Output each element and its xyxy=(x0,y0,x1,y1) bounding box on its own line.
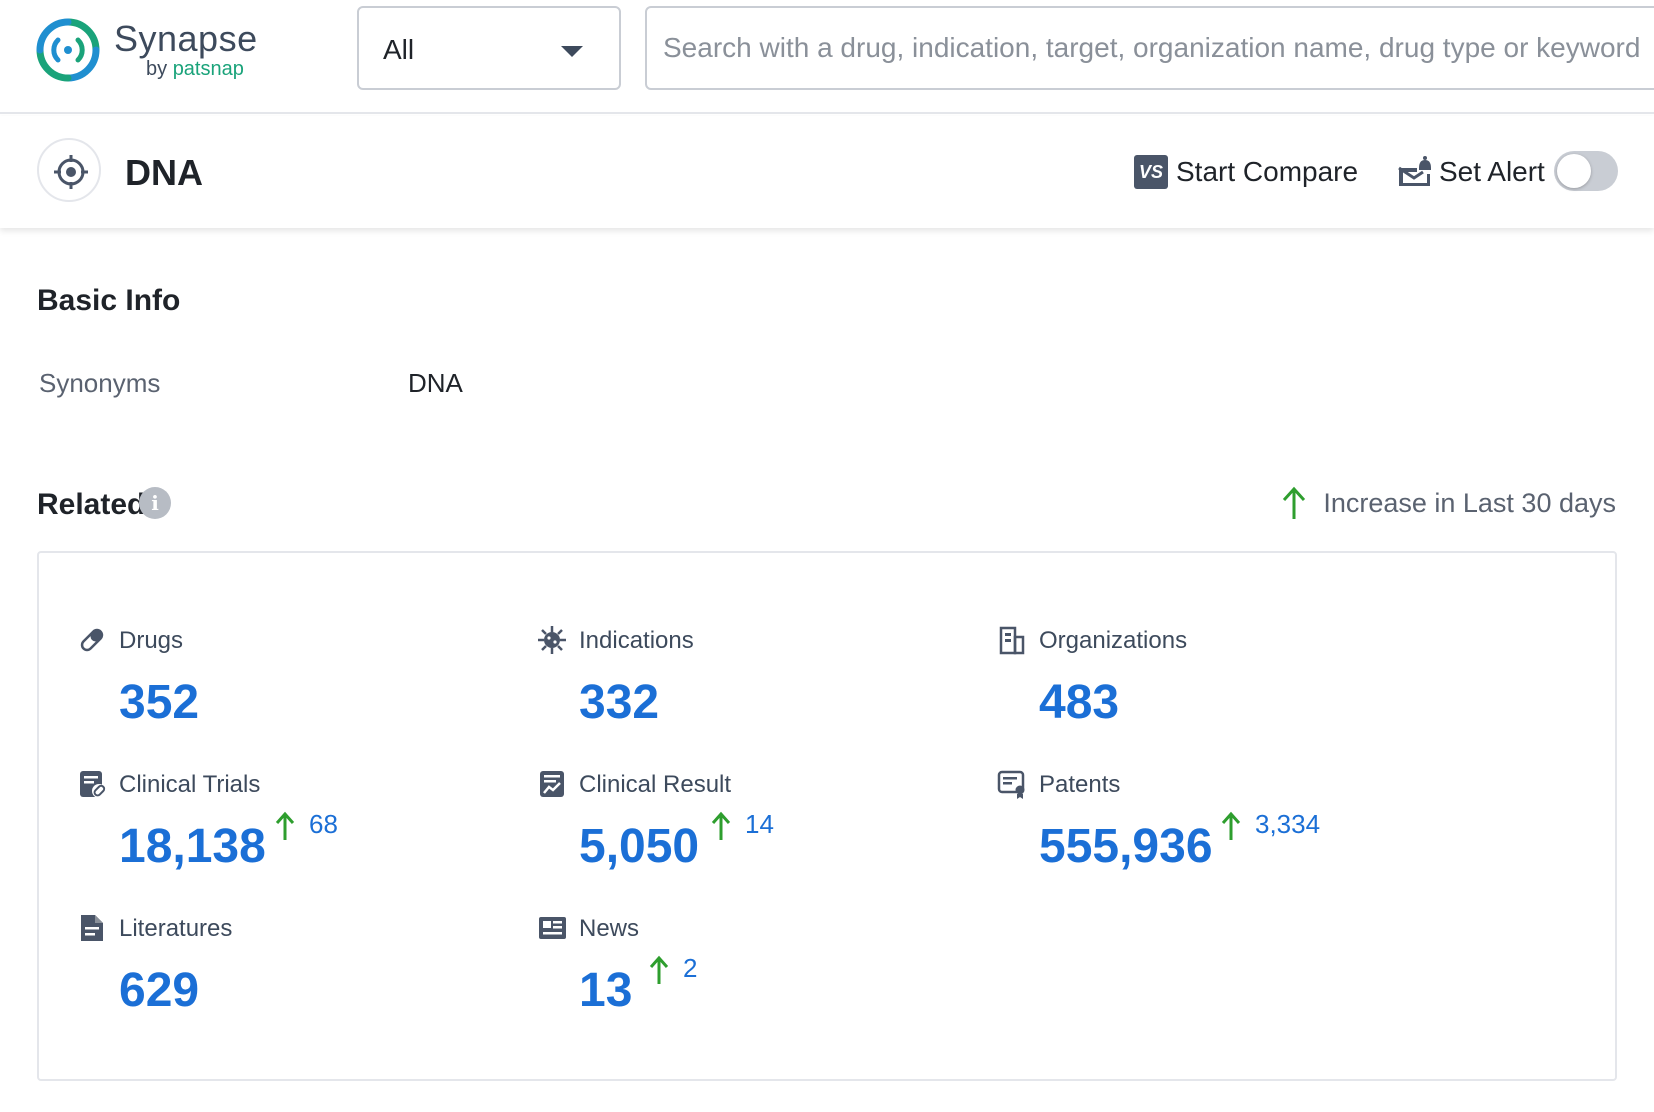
stat-value: 629 xyxy=(119,963,199,1018)
page-title: DNA xyxy=(125,152,203,194)
stat-increase: 2 xyxy=(649,953,697,985)
stat-value: 332 xyxy=(579,675,659,730)
stat-label: Drugs xyxy=(119,627,183,655)
stat-label: Clinical Result xyxy=(579,771,731,799)
patent-icon xyxy=(997,769,1027,799)
stat-label: Literatures xyxy=(119,915,232,943)
stat-drugs[interactable]: Drugs 352 xyxy=(77,625,517,745)
stat-increase: 68 xyxy=(275,809,338,841)
basic-info-heading: Basic Info xyxy=(37,284,180,318)
start-compare-button[interactable]: VS Start Compare xyxy=(1134,152,1358,192)
stat-value: 352 xyxy=(119,675,199,730)
search-input[interactable] xyxy=(645,6,1654,90)
stat-clinical-result[interactable]: Clinical Result 5,050 14 xyxy=(537,769,977,889)
increase-legend-label: Increase in Last 30 days xyxy=(1323,488,1616,519)
stat-value: 555,936 xyxy=(1039,819,1213,874)
start-compare-label: Start Compare xyxy=(1176,156,1358,188)
logo-by: by xyxy=(146,58,167,80)
logo-name: Synapse xyxy=(114,18,258,60)
stat-literatures[interactable]: Literatures 629 xyxy=(77,913,517,1033)
virus-icon xyxy=(537,625,567,655)
document-icon xyxy=(77,913,107,943)
top-header: Synapse by patsnap All xyxy=(0,0,1654,114)
increase-legend: Increase in Last 30 days xyxy=(1281,486,1616,520)
arrow-up-icon xyxy=(711,811,731,841)
stat-label: Indications xyxy=(579,627,694,655)
stat-label: Patents xyxy=(1039,771,1120,799)
stat-clinical-trials[interactable]: Clinical Trials 18,138 68 xyxy=(77,769,517,889)
stat-label: Organizations xyxy=(1039,627,1187,655)
stat-news[interactable]: News 13 2 xyxy=(537,913,977,1033)
vs-icon: VS xyxy=(1134,155,1168,189)
logo-brand: patsnap xyxy=(173,58,244,80)
synonyms-value: DNA xyxy=(408,368,463,399)
stat-value: 483 xyxy=(1039,675,1119,730)
set-alert-button[interactable]: Set Alert xyxy=(1397,152,1545,192)
search-scope-select[interactable]: All xyxy=(357,6,621,90)
synapse-logo[interactable]: Synapse by patsnap xyxy=(34,16,264,86)
news-icon xyxy=(537,913,567,943)
target-icon xyxy=(53,154,89,190)
search-scope-value: All xyxy=(383,34,414,66)
info-icon[interactable]: i xyxy=(139,487,171,519)
logo-subtitle: by patsnap xyxy=(146,58,244,81)
pill-icon xyxy=(77,625,107,655)
stat-label: Clinical Trials xyxy=(119,771,260,799)
arrow-up-icon xyxy=(1281,486,1307,520)
stat-label: News xyxy=(579,915,639,943)
alert-toggle[interactable] xyxy=(1554,151,1618,191)
synonyms-label: Synonyms xyxy=(39,368,160,399)
building-icon xyxy=(997,625,1027,655)
alert-mail-icon xyxy=(1397,156,1431,188)
stat-increase-value: 14 xyxy=(745,809,774,840)
stat-value: 5,050 xyxy=(579,819,699,874)
set-alert-label: Set Alert xyxy=(1439,156,1545,188)
arrow-up-icon xyxy=(1221,811,1241,841)
stat-increase-value: 3,334 xyxy=(1255,809,1320,840)
toggle-knob xyxy=(1557,154,1591,188)
caret-down-icon xyxy=(561,46,583,57)
stat-indications[interactable]: Indications 332 xyxy=(537,625,977,745)
stat-value: 13 xyxy=(579,963,632,1018)
related-stats-card: Drugs 352 Indications 332 xyxy=(37,551,1617,1081)
stat-increase-value: 2 xyxy=(683,953,697,984)
entity-header: DNA VS Start Compare Set Alert xyxy=(0,116,1654,228)
stat-patents[interactable]: Patents 555,936 3,334 xyxy=(997,769,1437,889)
clinical-result-icon xyxy=(537,769,567,799)
target-entity-avatar xyxy=(37,138,101,202)
stat-increase: 3,334 xyxy=(1221,809,1320,841)
stat-increase: 14 xyxy=(711,809,774,841)
stat-organizations[interactable]: Organizations 483 xyxy=(997,625,1437,745)
arrow-up-icon xyxy=(649,955,669,985)
synapse-logo-icon xyxy=(34,16,102,84)
stat-value: 18,138 xyxy=(119,819,266,874)
arrow-up-icon xyxy=(275,811,295,841)
related-heading: Related xyxy=(37,488,145,522)
clinical-trial-icon xyxy=(77,769,107,799)
stat-increase-value: 68 xyxy=(309,809,338,840)
